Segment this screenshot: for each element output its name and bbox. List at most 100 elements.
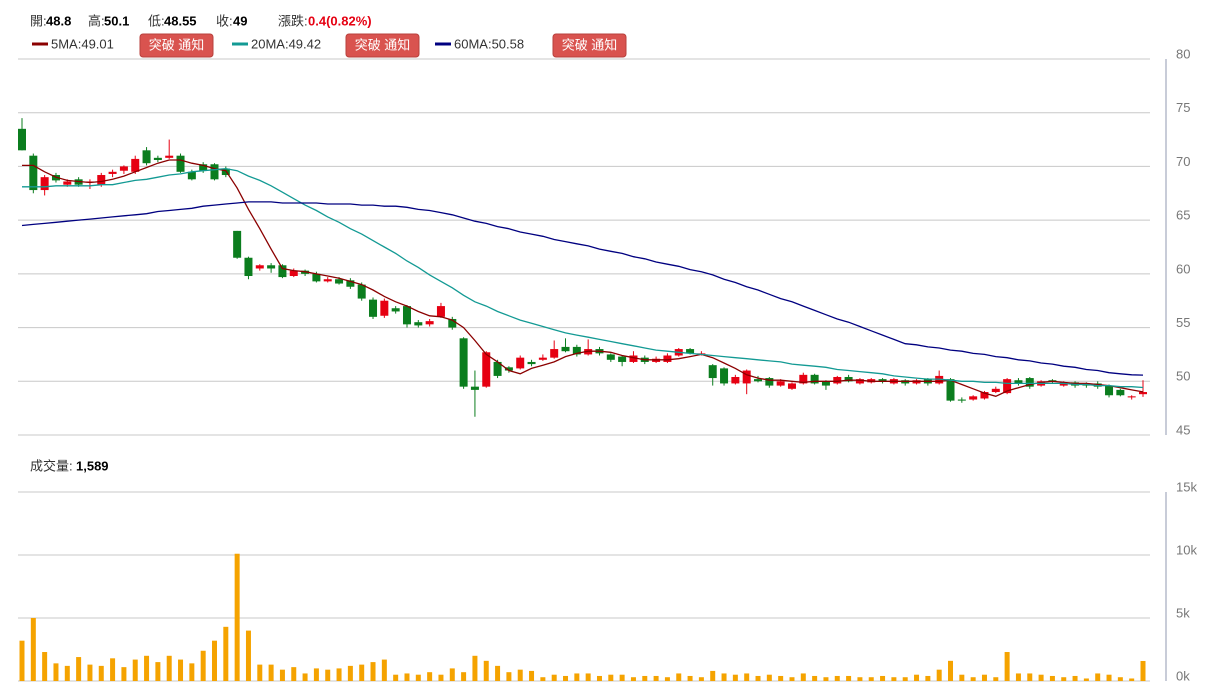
- y-tick-label: 65: [1176, 208, 1190, 223]
- volume-bar: [857, 677, 863, 681]
- candle-body: [436, 306, 445, 317]
- volume-bar: [778, 675, 784, 681]
- volume-bar: [1129, 678, 1135, 681]
- candle-body: [335, 279, 344, 284]
- candle-body: [787, 383, 796, 389]
- candle-body: [97, 175, 106, 185]
- candle-body: [187, 171, 196, 180]
- candle-body: [572, 346, 581, 355]
- ma-line: [22, 159, 1144, 397]
- candle-body: [538, 357, 547, 360]
- volume-bar: [925, 675, 931, 681]
- volume-bar: [234, 553, 240, 681]
- volume-bar: [891, 677, 897, 681]
- candle-body: [40, 177, 49, 191]
- candle-body: [1105, 385, 1114, 396]
- candle-body: [108, 171, 117, 174]
- volume-tick-label: 15k: [1176, 479, 1197, 494]
- volume-bar: [64, 665, 70, 681]
- y-tick-label: 45: [1176, 422, 1190, 437]
- candle-body: [946, 379, 955, 401]
- volume-bar: [664, 677, 670, 681]
- volume-bar: [132, 659, 138, 681]
- volume-bar: [245, 630, 251, 681]
- candle-body: [233, 230, 242, 258]
- change-value: 0.4(0.82%): [308, 13, 372, 28]
- volume-bar: [1095, 673, 1101, 681]
- volume-bar: [732, 674, 738, 681]
- candle-body: [459, 338, 468, 387]
- volume-bar: [461, 672, 467, 681]
- candle-body: [255, 265, 264, 269]
- volume-bar: [87, 664, 93, 681]
- candle-body: [1025, 378, 1034, 387]
- low-label: 低:: [148, 13, 165, 28]
- candle-body: [142, 150, 151, 164]
- volume-bar: [563, 675, 569, 681]
- candle-body: [754, 379, 763, 382]
- candle-body: [278, 265, 287, 278]
- volume-bar: [1106, 674, 1112, 681]
- volume-bar: [619, 674, 625, 681]
- volume-bar: [200, 650, 206, 681]
- candle-body: [980, 392, 989, 399]
- volume-bar: [630, 677, 636, 681]
- volume-bar: [336, 668, 342, 681]
- volume-bar: [1083, 678, 1089, 681]
- candle-body: [516, 357, 525, 369]
- volume-bar: [744, 673, 750, 681]
- notify-button[interactable]: 突破 通知: [552, 33, 627, 58]
- volume-bar: [53, 663, 59, 681]
- y-tick-label: 60: [1176, 261, 1190, 276]
- ma-line: [21, 201, 1144, 376]
- volume-bar: [914, 674, 920, 681]
- candle-body: [312, 273, 321, 282]
- volume-bar: [687, 675, 693, 681]
- candle-body: [493, 361, 502, 376]
- notify-button[interactable]: 突破 通知: [345, 33, 420, 58]
- volume-bar: [1038, 674, 1044, 681]
- volume-bar: [19, 640, 25, 681]
- notify-button[interactable]: 突破 通知: [139, 33, 214, 58]
- volume-bar: [642, 675, 648, 681]
- volume-bar: [710, 670, 716, 681]
- volume-bar: [959, 674, 965, 681]
- candle-body: [357, 284, 366, 299]
- legend-value: 49.42: [289, 36, 322, 51]
- volume-bar: [1140, 660, 1146, 681]
- candle-body: [776, 381, 785, 386]
- open-value: 48.8: [46, 13, 71, 28]
- volume-bar: [393, 674, 399, 681]
- volume-bar: [1117, 677, 1123, 681]
- candle-body: [799, 374, 808, 384]
- volume-bar: [1049, 675, 1055, 681]
- candle-body: [731, 376, 740, 384]
- volume-value: 1,589: [76, 458, 109, 473]
- volume-bar: [529, 670, 535, 681]
- candle-body: [1139, 392, 1147, 395]
- high-value: 50.1: [104, 13, 129, 28]
- volume-bar: [846, 675, 852, 681]
- volume-bar: [121, 667, 127, 681]
- volume-bar: [313, 668, 319, 681]
- volume-bar: [359, 664, 365, 681]
- volume-bar: [370, 662, 376, 681]
- candle-body: [686, 349, 695, 354]
- candle-body: [629, 355, 638, 362]
- volume-bar: [166, 655, 172, 681]
- volume-bar: [302, 673, 308, 681]
- volume-bar: [404, 673, 410, 681]
- volume-bar: [189, 663, 195, 681]
- volume-bar: [540, 677, 546, 681]
- volume-bar: [438, 674, 444, 681]
- volume-bar: [585, 673, 591, 681]
- candle-body: [165, 155, 174, 158]
- candle-body: [957, 399, 966, 401]
- candle-body: [425, 321, 434, 325]
- button-label: 突破 通知: [149, 37, 205, 52]
- volume-bar: [721, 673, 727, 681]
- volume-bar: [427, 672, 433, 681]
- candle-body: [821, 381, 830, 386]
- volume-bar: [495, 665, 501, 681]
- button-bg: [552, 33, 627, 58]
